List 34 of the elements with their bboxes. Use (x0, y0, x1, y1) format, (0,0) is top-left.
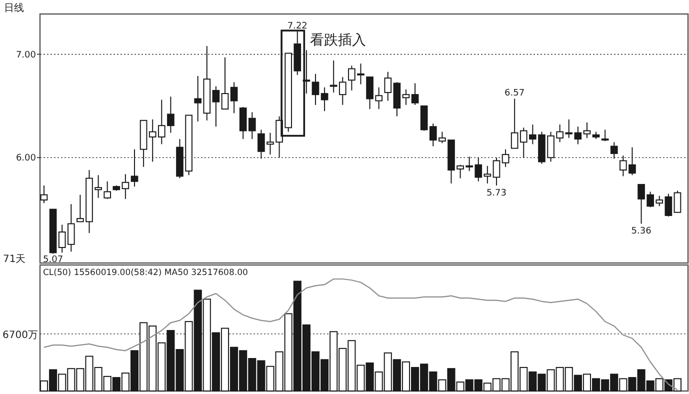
candlestick (230, 82, 238, 114)
annotation: 5.36 (631, 226, 652, 237)
candlestick (574, 126, 582, 145)
candlestick (664, 193, 672, 218)
candlestick (510, 98, 518, 149)
y-tick-label: 7.00 (16, 50, 36, 60)
candlestick (502, 148, 510, 168)
candlestick (212, 86, 220, 128)
candlestick (384, 71, 392, 102)
candlestick (122, 174, 130, 200)
candlestick (411, 82, 419, 106)
annotation: 5.73 (486, 188, 507, 199)
annotation: 看跌插入 (310, 32, 366, 49)
candlestick (40, 185, 48, 204)
annotation: 5.07 (43, 255, 64, 265)
candlestick (601, 129, 609, 142)
candlestick (104, 180, 112, 200)
candlestick (320, 86, 328, 112)
ref-line-label: 6700万 (2, 330, 38, 341)
annotation: 6.57 (504, 88, 525, 99)
candlestick (484, 165, 492, 184)
chart-title: 日线 (4, 2, 24, 14)
candlestick (492, 157, 500, 186)
annotation: 7.22 (287, 22, 308, 32)
candlestick (221, 56, 229, 110)
candlestick (312, 73, 320, 106)
candlestick (674, 190, 682, 213)
candlestick (583, 122, 591, 138)
y-tick-label: 6.00 (16, 154, 36, 164)
candlestick (130, 148, 138, 188)
candlestick (402, 88, 410, 106)
candlestick (610, 142, 618, 160)
text: 71天 (3, 254, 26, 265)
chart-title: CL(50) 15560019.00(58:42) MA50 32517608.00 (43, 268, 248, 278)
